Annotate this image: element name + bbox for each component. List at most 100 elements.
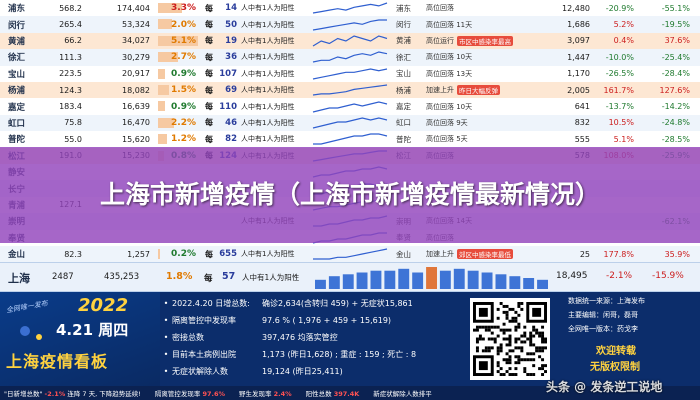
qr-module [541,337,545,341]
infection-rate-bar [158,19,172,30]
qr-module [505,313,509,317]
change-week: 37.6% [664,36,690,46]
qr-module [532,325,536,329]
infection-rate-bar [158,35,198,46]
qr-module [475,340,479,344]
trend-sparkline [311,49,391,65]
qr-module [514,319,518,323]
qr-module [529,343,533,347]
qr-module [508,343,512,347]
ticker-value: 97.6% [202,390,225,398]
trend-status: 高位回落 10天 [426,102,473,111]
qr-module [514,310,518,314]
qr-module [496,346,500,350]
qr-code[interactable] [470,298,550,380]
qr-module [517,304,521,308]
qr-module [496,316,500,320]
qr-module [517,361,521,365]
bullet-icon: • [163,350,169,360]
trend-status: 高位回落 11天 [426,20,473,29]
table-row: 杨浦 124.3 18,082 1.5% 每 69 人中有1人为阳性 杨浦 加速上升 昨日大幅反弹… [0,82,700,99]
qr-module [538,346,542,350]
qr-module [535,346,539,350]
ratio-desc: 人中有1人为阳性 [241,86,295,95]
qr-module [490,325,494,329]
qr-module [478,334,482,338]
qr-module [538,355,542,359]
daily-stats: • 2022.4.20 日增总数: 确诊2,634(含转归 459) + 无症状15… [160,292,470,386]
ratio-desc: 人中有1人为阳性 [241,118,295,127]
per-label: 每 [205,3,213,13]
district-cases: 20,917 [122,69,150,79]
qr-module [475,325,479,329]
per-label: 每 [205,52,213,62]
summary-change-2: -15.9% [652,271,684,281]
qr-module [523,331,527,335]
district-name-2: 金山 [396,249,411,259]
table-row: 徐汇 111.3 30,279 2.7% 每 36 人中有1人为阳性 徐汇 高位回落 10天 1,… [0,49,700,66]
infection-rate-bar [158,134,168,145]
qr-module [520,302,524,305]
status-badge: 郊区中感染率最低 [457,249,513,260]
table-row: 宝山 223.5 20,917 0.9% 每 107 人中有1人为阳性 宝山 高位回落 13天 1… [0,66,700,82]
qr-module [473,328,476,332]
credit-editor: 主要编辑：闲哥，磊哥 [568,311,638,319]
ratio-desc: 人中有1人为阳性 [241,36,295,45]
qr-module [535,328,539,332]
qr-module [499,349,503,353]
district-name: 嘉定 [8,102,26,113]
qr-module [532,364,536,368]
per-label: 每 [205,69,213,79]
summary-bar [495,274,507,289]
district-area: 111.3 [59,52,82,62]
shanghai-summary-row: 上海 2487 435,253 1.8% 每 57 人中有1人为阳性 18,49… [0,262,700,292]
summary-bar [481,272,493,289]
district-cases: 16,470 [122,118,150,128]
poster-banner: 全网唯一发布 2022 4.21 周四 上海疫情看板 [0,292,160,386]
change-day: 10.5% [608,118,634,128]
trend-status: 高位回落 9天 [426,118,468,127]
ratio-desc: 人中有1人为阳性 [241,69,295,78]
sparkline-chart [313,248,388,260]
table-row: 嘉定 183.4 16,639 0.9% 每 110 人中有1人为阳性 嘉定 高位回落 10天 6… [0,98,700,114]
sparkline-series [312,35,388,47]
change-day: 161.7% [603,85,634,95]
qr-module [514,340,518,344]
trend-sparkline [311,115,391,131]
summary-bar [342,274,354,289]
poster-date: 4.21 周四 [56,321,129,339]
trend-status: 加速上升 昨日大幅反弹 [426,85,500,96]
sparkline-series [313,248,388,260]
daily-value: 1,447 [567,52,590,62]
change-week: 127.6% [659,85,690,95]
sparkline-series [312,51,388,63]
per-label: 每 [205,102,213,112]
qr-module [529,334,533,338]
qr-module [505,328,509,332]
ticker-label: "日新增总数" [4,390,45,398]
change-day: 5.2% [613,20,634,30]
sparkline-chart [312,51,388,63]
district-cases: 15,620 [122,134,150,144]
summary-per-n: 57 [222,271,236,282]
daily-value: 3,097 [567,36,590,46]
ratio-desc: 人中有1人为阳性 [241,250,295,259]
summary-infection-rate: 1.8% [166,271,193,282]
qr-module [514,328,518,332]
qr-module [508,328,512,332]
per-n: 36 [225,52,237,63]
decor-dot [36,334,42,340]
stat-label: 隔离管控中发现率 [172,316,236,326]
qr-module [514,316,518,320]
qr-module [499,346,503,350]
change-day: -10.0% [605,52,634,62]
ratio-desc: 人中有1人为阳性 [241,53,295,62]
summary-daily-value: 18,495 [556,271,588,281]
qr-module [544,364,547,368]
qr-module [484,328,488,332]
ticker-label: 新症状解除人数排平 [373,390,432,398]
qr-module [541,331,545,335]
district-name: 徐汇 [8,53,26,64]
qr-module [511,316,515,320]
ticker-item: 野生发现率 2.4% [239,388,292,398]
